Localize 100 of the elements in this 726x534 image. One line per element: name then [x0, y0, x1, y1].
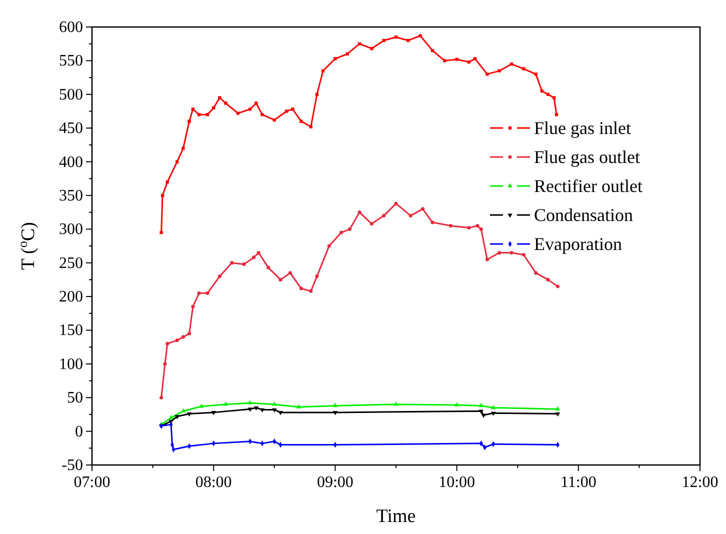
point — [309, 289, 313, 293]
point — [309, 125, 312, 128]
point — [248, 108, 252, 111]
point — [490, 412, 496, 416]
point — [478, 402, 484, 408]
point — [254, 102, 258, 105]
x-tick-label: 11:00 — [560, 474, 596, 491]
point — [510, 250, 514, 255]
point — [299, 286, 303, 290]
y-tick-label: 250 — [59, 254, 83, 272]
point — [166, 342, 170, 346]
point — [278, 278, 282, 282]
point — [510, 62, 514, 66]
point — [430, 49, 434, 52]
point — [315, 92, 319, 96]
point — [455, 58, 458, 61]
point — [191, 304, 195, 308]
point — [266, 266, 270, 270]
point — [476, 224, 480, 228]
y-tick-label: 450 — [59, 120, 83, 138]
point — [394, 36, 398, 39]
y-tick-label: 150 — [59, 322, 83, 340]
x-tick-label: 08:00 — [195, 474, 232, 491]
point — [540, 89, 544, 93]
point — [555, 406, 560, 410]
point — [479, 227, 483, 231]
point — [236, 112, 240, 115]
y-tick-label: 200 — [59, 288, 83, 306]
point — [443, 59, 446, 62]
point — [206, 113, 210, 116]
point — [498, 69, 501, 72]
point — [332, 411, 338, 416]
point — [546, 278, 550, 282]
y-tick-label: 300 — [59, 221, 83, 238]
point — [339, 230, 344, 234]
point — [272, 408, 277, 413]
point — [260, 113, 264, 116]
point — [182, 146, 185, 150]
x-axis-title: Time — [376, 506, 416, 527]
point — [554, 113, 558, 116]
point — [252, 256, 256, 260]
point — [218, 96, 222, 100]
y-tick-label: 350 — [59, 187, 83, 204]
legend-label: Flue gas outlet — [534, 147, 640, 167]
point — [242, 262, 246, 266]
point — [534, 271, 538, 275]
point — [230, 261, 234, 265]
legend-label: Evaporation — [534, 234, 622, 254]
point — [248, 400, 252, 404]
point — [555, 412, 560, 417]
point — [256, 250, 260, 255]
y-tick-label: 600 — [59, 19, 83, 36]
point — [278, 411, 283, 416]
point — [418, 34, 422, 38]
point — [556, 284, 560, 288]
point — [454, 402, 460, 406]
point — [174, 415, 180, 420]
y-tick-label: 500 — [59, 86, 83, 104]
legend-label: Rectifier outlet — [534, 176, 642, 196]
point — [534, 72, 538, 76]
point — [206, 291, 210, 295]
point — [348, 227, 352, 231]
point — [300, 120, 303, 123]
point — [522, 67, 526, 70]
point — [382, 38, 386, 42]
point — [197, 291, 201, 295]
point — [370, 222, 374, 226]
point — [473, 57, 477, 60]
point — [522, 252, 526, 257]
point — [160, 396, 164, 400]
point — [260, 408, 265, 413]
point — [498, 250, 502, 255]
point — [191, 108, 195, 111]
x-tick-label: 07:00 — [74, 474, 110, 491]
point — [552, 96, 556, 100]
point — [370, 46, 374, 50]
point — [248, 408, 252, 412]
point — [467, 60, 471, 64]
point — [382, 214, 386, 218]
point — [197, 113, 201, 116]
point — [358, 42, 362, 46]
point — [187, 332, 192, 336]
point — [296, 404, 302, 408]
point — [315, 274, 319, 278]
point — [188, 120, 191, 123]
y-tick-label: -50 — [62, 457, 83, 474]
point — [334, 57, 337, 60]
point — [160, 194, 164, 198]
point — [467, 226, 471, 230]
point — [223, 402, 228, 406]
y-tick-label: 100 — [59, 356, 83, 373]
point — [186, 412, 192, 417]
point — [394, 202, 398, 206]
point — [175, 338, 179, 342]
point — [406, 38, 410, 42]
point — [224, 102, 228, 105]
x-tick-label: 09:00 — [316, 474, 354, 491]
x-tick-label: 12:00 — [682, 474, 718, 491]
point — [288, 271, 292, 275]
point — [181, 335, 185, 339]
